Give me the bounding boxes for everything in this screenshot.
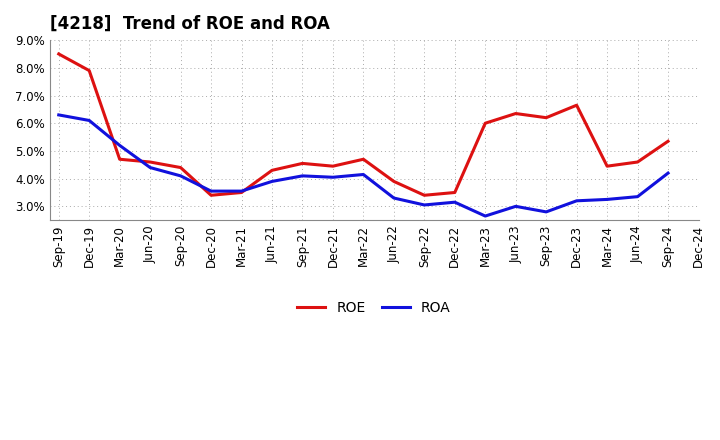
ROA <box>115 143 124 148</box>
ROE <box>207 193 215 198</box>
ROE <box>268 168 276 173</box>
ROE <box>328 164 337 169</box>
ROA <box>634 194 642 199</box>
ROA <box>268 179 276 184</box>
ROE <box>176 165 185 170</box>
ROA <box>176 173 185 179</box>
ROE <box>634 159 642 165</box>
ROA <box>359 172 368 177</box>
ROA <box>542 209 551 215</box>
ROA <box>511 204 520 209</box>
ROA <box>390 195 398 201</box>
ROE <box>298 161 307 166</box>
ROA <box>207 188 215 194</box>
ROA <box>85 118 94 123</box>
ROA <box>572 198 581 203</box>
ROA <box>146 165 155 170</box>
ROA <box>298 173 307 179</box>
ROE <box>451 190 459 195</box>
ROE <box>603 164 611 169</box>
ROE <box>115 157 124 162</box>
ROA <box>481 213 490 219</box>
ROA <box>420 202 428 208</box>
Line: ROA: ROA <box>59 115 668 216</box>
ROE <box>146 159 155 165</box>
ROA <box>237 188 246 194</box>
Legend: ROE, ROA: ROE, ROA <box>292 296 456 321</box>
ROE <box>237 190 246 195</box>
ROE <box>55 51 63 57</box>
ROE <box>511 111 520 116</box>
ROE <box>664 139 672 144</box>
Line: ROE: ROE <box>59 54 668 195</box>
ROA <box>55 112 63 117</box>
ROE <box>390 179 398 184</box>
Text: [4218]  Trend of ROE and ROA: [4218] Trend of ROE and ROA <box>50 15 330 33</box>
ROE <box>481 121 490 126</box>
ROE <box>542 115 551 120</box>
ROA <box>603 197 611 202</box>
ROE <box>85 68 94 73</box>
ROE <box>359 157 368 162</box>
ROA <box>328 175 337 180</box>
ROA <box>664 170 672 176</box>
ROE <box>420 193 428 198</box>
ROA <box>451 200 459 205</box>
ROE <box>572 103 581 108</box>
